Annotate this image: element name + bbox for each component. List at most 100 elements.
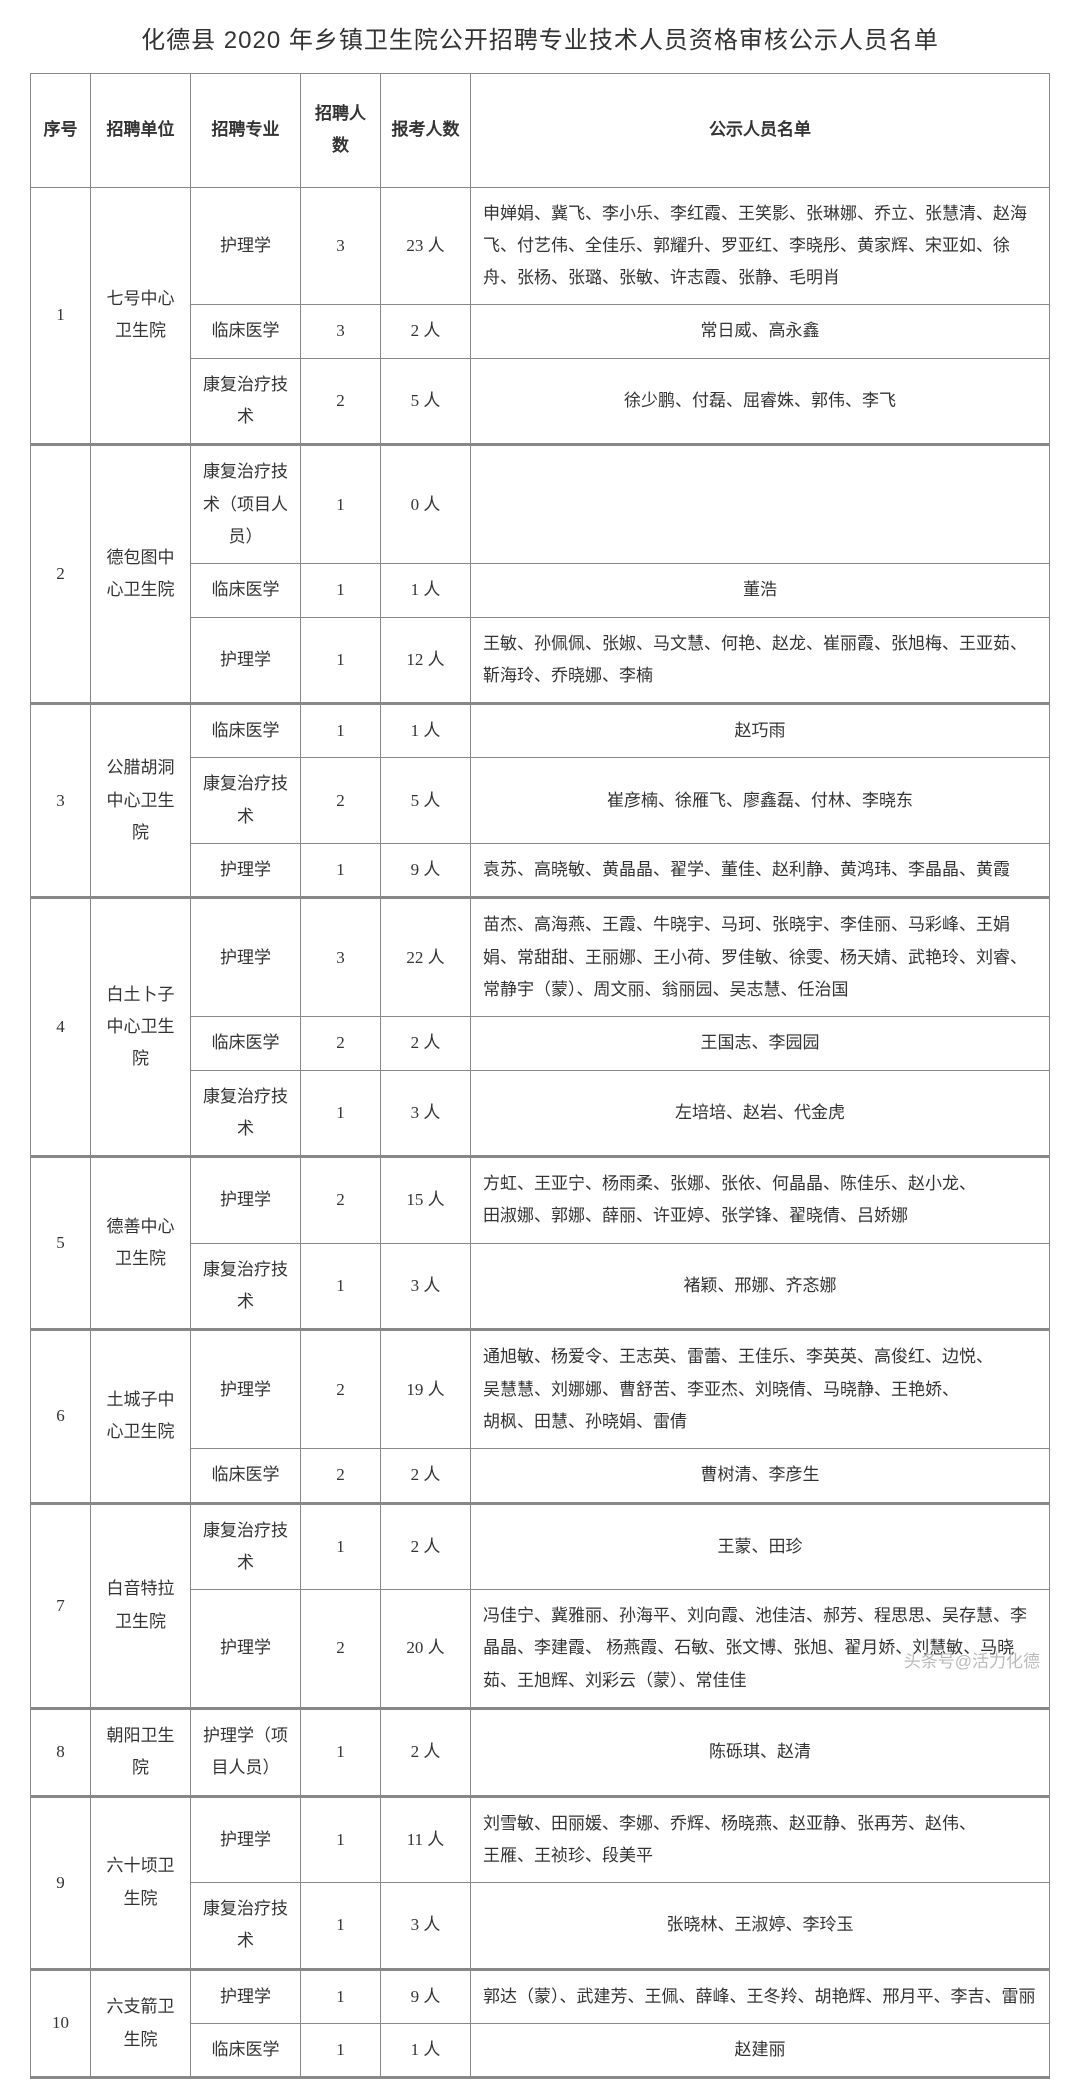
col-list: 公示人员名单 [471, 74, 1050, 188]
cell-names: 褚颖、邢娜、齐忞娜 [471, 1243, 1050, 1330]
cell-hire: 2 [301, 358, 381, 445]
group-7: 7白音特拉卫生院康复治疗技术12 人王蒙、田珍护理学220 人冯佳宁、冀雅丽、孙… [31, 1503, 1050, 1708]
cell-apply: 9 人 [381, 844, 471, 898]
cell-unit: 六支箭卫生院 [91, 1969, 191, 2078]
cell-apply: 15 人 [381, 1157, 471, 1244]
cell-unit: 德包图中心卫生院 [91, 445, 191, 704]
cell-apply: 2 人 [381, 305, 471, 358]
cell-unit: 土城子中心卫生院 [91, 1330, 191, 1503]
cell-names: 通旭敏、杨爱令、王志英、雷蕾、王佳乐、李英英、高俊红、边悦、 吴慧慧、刘娜娜、曹… [471, 1330, 1050, 1449]
cell-seq: 4 [31, 898, 91, 1157]
cell-seq: 7 [31, 1503, 91, 1708]
table-row: 5德善中心卫生院护理学215 人方虹、王亚宁、杨雨柔、张娜、张依、何晶晶、陈佳乐… [31, 1157, 1050, 1244]
cell-apply: 3 人 [381, 1070, 471, 1157]
cell-hire: 1 [301, 445, 381, 564]
cell-seq: 8 [31, 1708, 91, 1796]
cell-apply: 3 人 [381, 1243, 471, 1330]
cell-seq: 5 [31, 1157, 91, 1330]
cell-apply: 23 人 [381, 187, 471, 305]
cell-apply: 20 人 [381, 1590, 471, 1709]
cell-seq: 10 [31, 1969, 91, 2078]
header-row: 序号 招聘单位 招聘专业 招聘人数 报考人数 公示人员名单 [31, 74, 1050, 188]
cell-unit: 德善中心卫生院 [91, 1157, 191, 1330]
cell-hire: 2 [301, 1590, 381, 1709]
cell-hire: 1 [301, 1503, 381, 1590]
cell-hire: 1 [301, 1969, 381, 2023]
cell-major: 康复治疗技术（项目人员） [191, 445, 301, 564]
cell-apply: 0 人 [381, 445, 471, 564]
cell-apply: 11 人 [381, 1796, 471, 1883]
table-row: 1七号中心卫生院护理学323 人申婵娟、冀飞、李小乐、李红霞、王笑影、张琳娜、乔… [31, 187, 1050, 305]
cell-apply: 22 人 [381, 898, 471, 1017]
cell-hire: 1 [301, 1070, 381, 1157]
cell-names: 王国志、李园园 [471, 1017, 1050, 1070]
cell-major: 护理学 [191, 1590, 301, 1709]
cell-seq: 3 [31, 704, 91, 898]
group-2: 2德包图中心卫生院康复治疗技术（项目人员）10 人临床医学11 人董浩护理学11… [31, 445, 1050, 704]
cell-apply: 2 人 [381, 1449, 471, 1503]
table-row: 9六十顷卫生院护理学111 人刘雪敏、田丽媛、李娜、乔辉、杨晓燕、赵亚静、张再芳… [31, 1796, 1050, 1883]
col-hire: 招聘人数 [301, 74, 381, 188]
group-9: 9六十顷卫生院护理学111 人刘雪敏、田丽媛、李娜、乔辉、杨晓燕、赵亚静、张再芳… [31, 1796, 1050, 1969]
cell-hire: 1 [301, 844, 381, 898]
cell-hire: 2 [301, 1017, 381, 1070]
cell-names: 张晓林、王淑婷、李玲玉 [471, 1883, 1050, 1970]
cell-hire: 2 [301, 758, 381, 844]
group-5: 5德善中心卫生院护理学215 人方虹、王亚宁、杨雨柔、张娜、张依、何晶晶、陈佳乐… [31, 1157, 1050, 1330]
table-row: 2德包图中心卫生院康复治疗技术（项目人员）10 人 [31, 445, 1050, 564]
cell-unit: 白音特拉卫生院 [91, 1503, 191, 1708]
cell-major: 护理学 [191, 1330, 301, 1449]
cell-unit: 七号中心卫生院 [91, 187, 191, 445]
cell-major: 临床医学 [191, 305, 301, 358]
cell-major: 护理学 [191, 898, 301, 1017]
col-unit: 招聘单位 [91, 74, 191, 188]
page-title: 化德县 2020 年乡镇卫生院公开招聘专业技术人员资格审核公示人员名单 [30, 20, 1050, 55]
cell-major: 临床医学 [191, 564, 301, 617]
cell-hire: 1 [301, 617, 381, 704]
group-8: 8朝阳卫生院护理学（项目人员）12 人陈砾琪、赵清 [31, 1708, 1050, 1796]
cell-major: 护理学 [191, 844, 301, 898]
cell-names: 曹树清、李彦生 [471, 1449, 1050, 1503]
cell-major: 护理学（项目人员） [191, 1708, 301, 1796]
cell-unit: 公腊胡洞中心卫生院 [91, 704, 191, 898]
cell-hire: 1 [301, 1883, 381, 1970]
cell-apply: 1 人 [381, 704, 471, 758]
cell-major: 护理学 [191, 617, 301, 704]
cell-names: 赵巧雨 [471, 704, 1050, 758]
cell-apply: 1 人 [381, 564, 471, 617]
cell-apply: 9 人 [381, 1969, 471, 2023]
cell-seq: 9 [31, 1796, 91, 1969]
cell-major: 临床医学 [191, 704, 301, 758]
cell-hire: 3 [301, 187, 381, 305]
group-1: 1七号中心卫生院护理学323 人申婵娟、冀飞、李小乐、李红霞、王笑影、张琳娜、乔… [31, 187, 1050, 445]
group-4: 4白土卜子中心卫生院护理学322 人苗杰、高海燕、王霞、牛晓宇、马珂、张晓宇、李… [31, 898, 1050, 1157]
col-seq: 序号 [31, 74, 91, 188]
cell-hire: 1 [301, 1708, 381, 1796]
group-10: 10六支箭卫生院护理学19 人郭达（蒙）、武建芳、王佩、薛峰、王冬羚、胡艳辉、邢… [31, 1969, 1050, 2078]
table-row: 6土城子中心卫生院护理学219 人通旭敏、杨爱令、王志英、雷蕾、王佳乐、李英英、… [31, 1330, 1050, 1449]
cell-major: 康复治疗技术 [191, 1503, 301, 1590]
table-row: 3公腊胡洞中心卫生院临床医学11 人赵巧雨 [31, 704, 1050, 758]
cell-apply: 2 人 [381, 1017, 471, 1070]
cell-names: 赵建丽 [471, 2024, 1050, 2078]
cell-names: 董浩 [471, 564, 1050, 617]
table-row: 8朝阳卫生院护理学（项目人员）12 人陈砾琪、赵清 [31, 1708, 1050, 1796]
cell-names: 苗杰、高海燕、王霞、牛晓宇、马珂、张晓宇、李佳丽、马彩峰、王娟娟、常甜甜、王丽娜… [471, 898, 1050, 1017]
cell-apply: 19 人 [381, 1330, 471, 1449]
cell-apply: 2 人 [381, 1708, 471, 1796]
cell-seq: 1 [31, 187, 91, 445]
cell-apply: 5 人 [381, 358, 471, 445]
cell-names: 方虹、王亚宁、杨雨柔、张娜、张依、何晶晶、陈佳乐、赵小龙、 田淑娜、郭娜、薛丽、… [471, 1157, 1050, 1244]
cell-hire: 1 [301, 1243, 381, 1330]
roster-table: 序号 招聘单位 招聘专业 招聘人数 报考人数 公示人员名单 1七号中心卫生院护理… [30, 73, 1050, 2079]
col-major: 招聘专业 [191, 74, 301, 188]
cell-names: 陈砾琪、赵清 [471, 1708, 1050, 1796]
cell-hire: 1 [301, 704, 381, 758]
cell-hire: 2 [301, 1157, 381, 1244]
group-3: 3公腊胡洞中心卫生院临床医学11 人赵巧雨康复治疗技术25 人崔彦楠、徐雁飞、廖… [31, 704, 1050, 898]
cell-hire: 1 [301, 564, 381, 617]
watermark: 头条号@活力化德 [904, 1647, 1040, 1672]
cell-major: 护理学 [191, 1969, 301, 2023]
cell-apply: 1 人 [381, 2024, 471, 2078]
cell-hire: 3 [301, 305, 381, 358]
